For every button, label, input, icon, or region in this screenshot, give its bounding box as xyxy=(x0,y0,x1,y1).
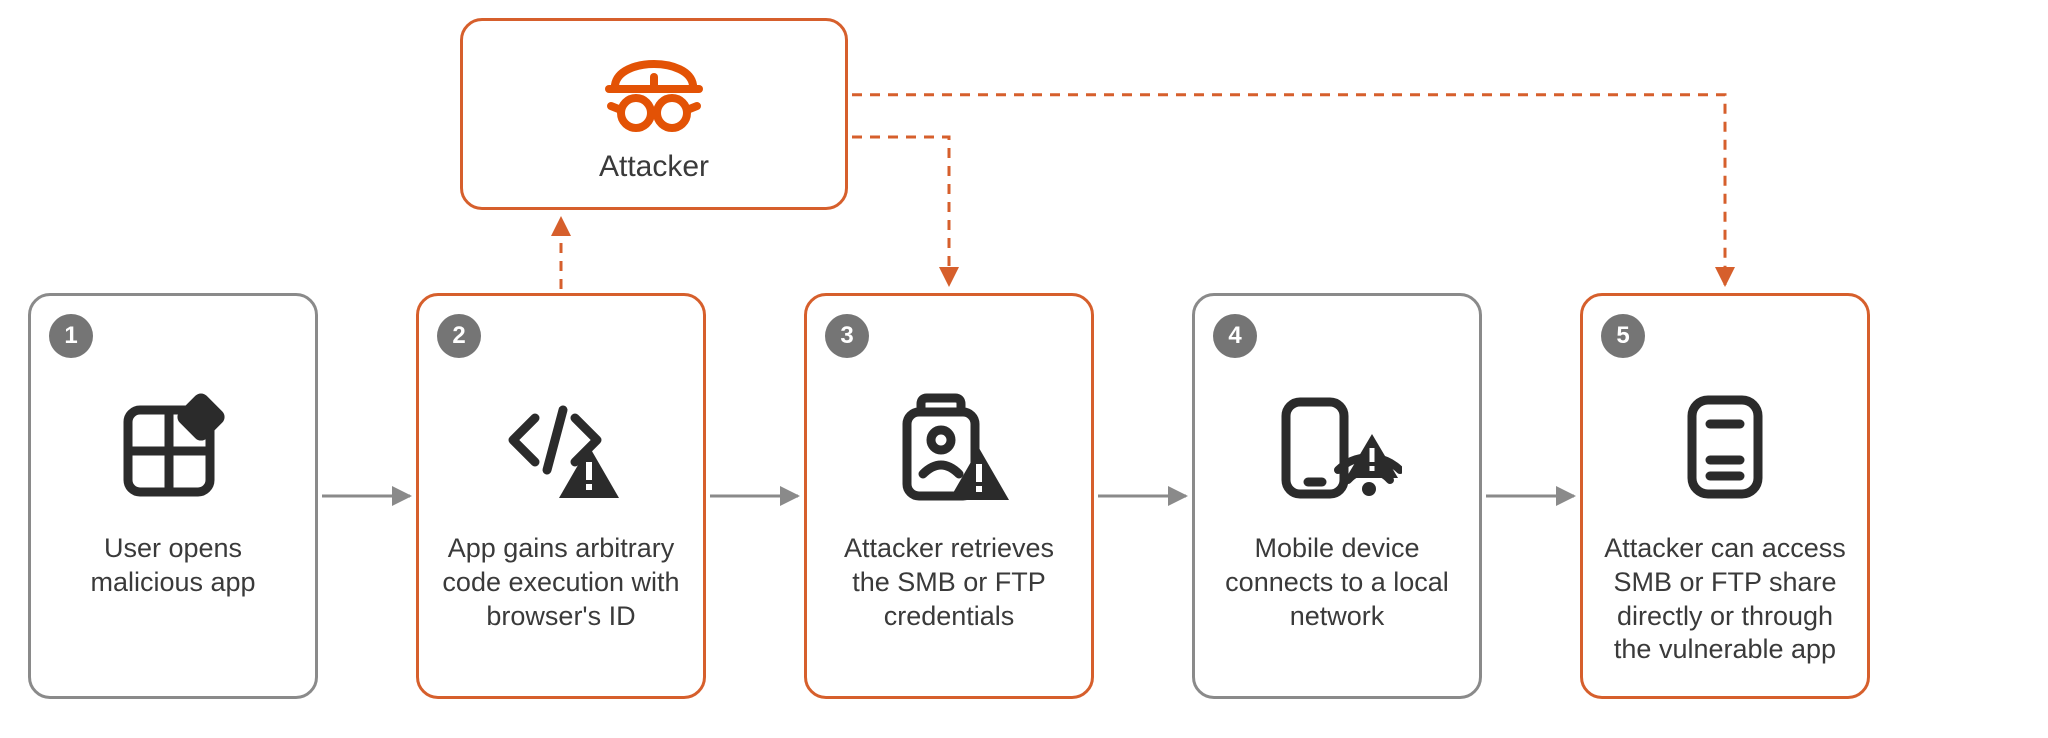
attacker-icon xyxy=(463,43,845,138)
step-badge: 2 xyxy=(437,314,481,358)
step-2-node: 2 App gains arbitrary code execution wit… xyxy=(416,293,706,699)
step-caption: Attacker can access SMB or FTP share dir… xyxy=(1599,532,1851,667)
attacker-label: Attacker xyxy=(463,148,845,186)
step-badge: 3 xyxy=(825,314,869,358)
device-wifi-icon xyxy=(1195,392,1479,502)
attacker-node: Attacker xyxy=(460,18,848,210)
step-caption: App gains arbitrary code execution with … xyxy=(435,532,687,633)
app-grid-icon xyxy=(31,392,315,502)
code-alert-icon xyxy=(419,392,703,502)
credentials-alert-icon xyxy=(807,392,1091,507)
dashed-arrow xyxy=(852,95,1725,285)
server-icon xyxy=(1583,392,1867,502)
step-badge: 4 xyxy=(1213,314,1257,358)
step-caption: Mobile device connects to a local networ… xyxy=(1211,532,1463,633)
step-badge: 1 xyxy=(49,314,93,358)
step-4-node: 4 Mobile device connects to a local netw… xyxy=(1192,293,1482,699)
step-badge: 5 xyxy=(1601,314,1645,358)
step-3-node: 3 Attacker retrieves the SMB or FTP cred… xyxy=(804,293,1094,699)
step-caption: Attacker retrieves the SMB or FTP creden… xyxy=(823,532,1075,633)
step-1-node: 1 User opens malicious app xyxy=(28,293,318,699)
dashed-arrow xyxy=(852,137,949,285)
step-5-node: 5 Attacker can access SMB or FTP share d… xyxy=(1580,293,1870,699)
step-caption: User opens malicious app xyxy=(47,532,299,600)
